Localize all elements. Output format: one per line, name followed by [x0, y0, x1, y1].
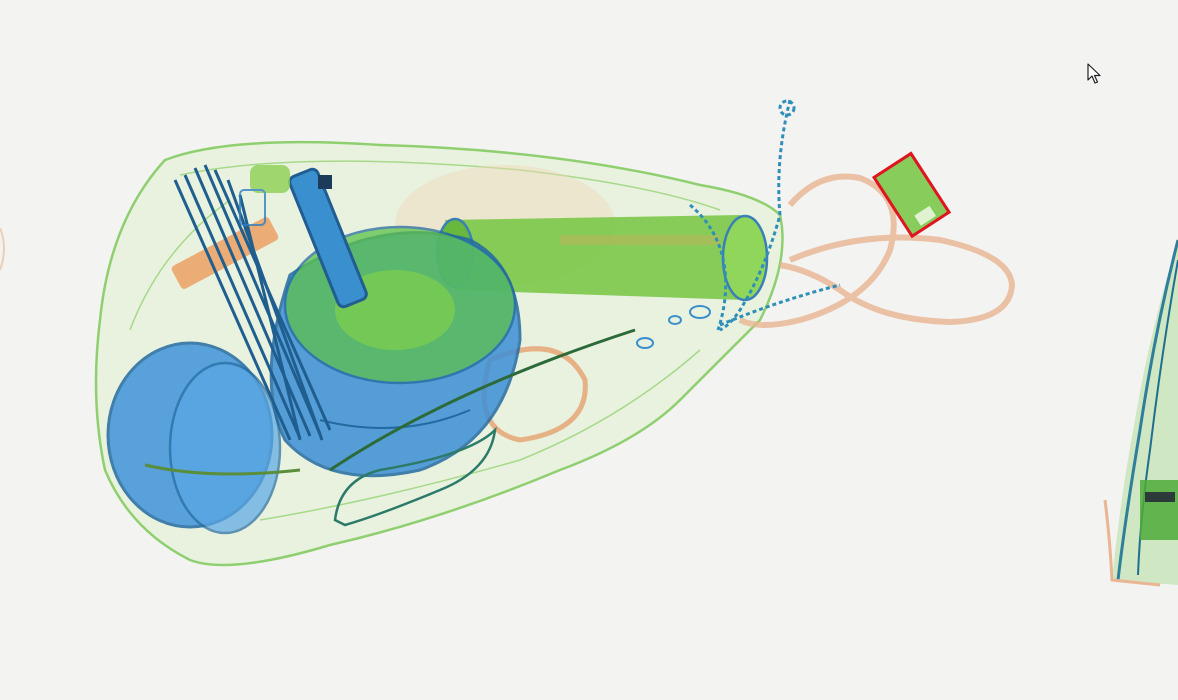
mouse-pointer-icon [1087, 63, 1101, 84]
rod-bundle [173, 164, 332, 441]
organic-cable [738, 173, 1016, 328]
green-cylinder [435, 214, 769, 302]
chain [689, 99, 841, 332]
blue-bowl [106, 341, 301, 535]
partial-object-right [1103, 239, 1178, 587]
tool-handle [288, 167, 368, 309]
detection-box[interactable] [871, 151, 952, 239]
small-green-items [239, 165, 290, 226]
partial-object-left [0, 227, 5, 271]
strap [329, 328, 636, 472]
small-rings [636, 305, 711, 349]
